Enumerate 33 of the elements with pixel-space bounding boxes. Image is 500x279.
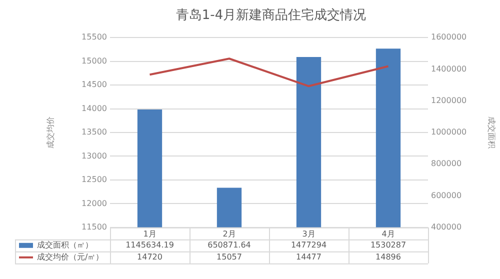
legend-label: 成交均价（元/㎡） (37, 252, 104, 262)
chart-title: 青岛1-4月新建商品住宅成交情况 (176, 7, 366, 24)
y-tick-label: 15000 (82, 56, 107, 66)
data-label: 1145634.19 (126, 240, 174, 250)
y-tick-label: 15500 (82, 32, 107, 42)
data-label: 14477 (296, 252, 322, 262)
y-tick-label: 11500 (82, 222, 107, 232)
y2-tick-label: 400000 (431, 222, 462, 232)
y2-tick-label: 800000 (431, 159, 462, 168)
y-tick-label: 13000 (82, 151, 107, 160)
data-label: 15057 (216, 252, 242, 262)
x-tick-label: 3月 (302, 229, 316, 238)
legend-label: 成交面积（㎡） (37, 240, 93, 250)
data-label: 14720 (137, 252, 162, 262)
y-tick-label: 12000 (82, 198, 107, 208)
y2-tick-label: 1200000 (431, 96, 467, 105)
y-tick-label: 12500 (82, 175, 107, 184)
data-label: 1477294 (290, 240, 327, 250)
y2-tick-label: 1600000 (431, 32, 467, 42)
y2-tick-label: 1400000 (431, 64, 467, 74)
y2-axis-title: 成交面积 (487, 116, 496, 148)
x-tick-label: 1月 (143, 229, 156, 238)
y2-tick-label: 1000000 (431, 128, 467, 137)
data-label: 650871.64 (208, 240, 251, 250)
data-label: 14896 (376, 252, 401, 262)
x-tick-label: 4月 (382, 229, 395, 238)
x-tick-label: 2月 (222, 229, 236, 238)
y2-tick-label: 600000 (431, 190, 462, 200)
data-label: 1530287 (370, 240, 406, 250)
y-tick-label: 14500 (82, 80, 107, 90)
y-tick-label: 13500 (82, 128, 107, 137)
y-tick-label: 14000 (82, 104, 107, 113)
y-axis-title: 成交均价 (46, 116, 55, 148)
